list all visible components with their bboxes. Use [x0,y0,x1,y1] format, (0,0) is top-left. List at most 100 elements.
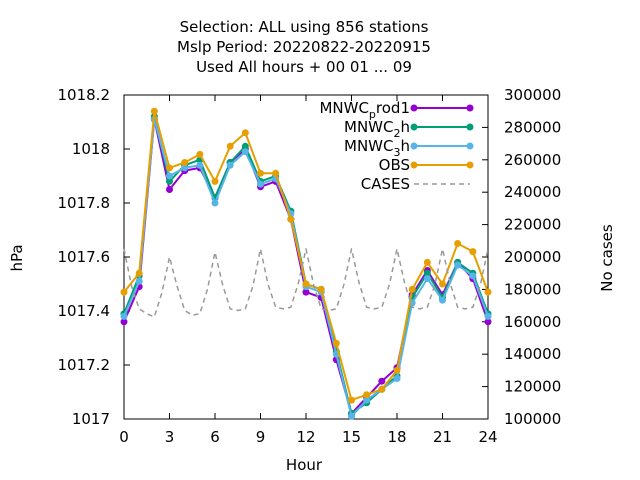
data-point-OBS [317,285,325,293]
y-axis-label: hPa [8,244,26,271]
data-point-MNWC_prod1 [302,288,310,296]
data-point-OBS [196,150,204,158]
data-point-MNWC_3h [211,199,219,207]
y2-tick-label: 240000 [504,183,561,201]
x-tick-label: 15 [342,428,361,446]
data-point-MNWC_3h [423,275,431,283]
y2-tick-label: 180000 [504,280,561,298]
data-point-OBS [150,107,158,115]
data-point-OBS [469,248,477,256]
data-point-MNWC_3h [196,161,204,169]
data-point-MNWC_3h [454,261,462,269]
legend-marker-MNWC_3h [466,142,474,150]
y-tick-label: 1017 [72,410,110,428]
y2-tick-label: 100000 [504,410,561,428]
y-tick-label: 1018 [72,140,110,158]
y-tick-label: 1017.2 [58,356,111,374]
data-point-OBS [378,385,386,393]
legend-label-rest: rod1 [376,99,410,117]
data-point-MNWC_prod1 [484,318,492,326]
data-point-MNWC_3h [241,148,249,156]
data-point-OBS [287,215,295,223]
legend-marker-MNWC_prod1 [410,104,418,112]
series-layer [120,107,492,420]
data-point-OBS [332,339,340,347]
data-point-MNWC_3h [484,312,492,320]
y2-tick-label: 200000 [504,248,561,266]
data-point-OBS [241,129,249,137]
chart-title-line-2: Mslp Period: 20220822-20220915 [177,38,431,56]
data-point-OBS [166,164,173,172]
data-point-OBS [226,142,234,150]
y2-tick-label: 140000 [504,345,561,363]
legend-marker-MNWC_3h [410,142,418,150]
data-point-OBS [211,177,219,185]
legend-label-rest: h [400,118,410,136]
y2-tick-label: 300000 [504,86,561,104]
x-tick-label: 24 [478,428,497,446]
data-point-OBS [272,169,280,177]
y-tick-label: 1017.4 [58,302,111,320]
data-point-OBS [454,240,462,247]
data-point-MNWC_3h [348,412,355,420]
y2-tick-label: 160000 [504,313,561,331]
data-point-OBS [363,391,371,399]
legend-label-main: OBS [379,156,410,174]
legend-label-rest: h [400,137,410,155]
x-tick-label: 3 [165,428,175,446]
data-point-MNWC_3h [439,296,446,304]
data-point-OBS [257,169,264,177]
legend-label-subscript: 3 [393,146,400,159]
data-point-OBS [408,285,416,293]
data-point-MNWC_3h [226,161,234,169]
legend-label-subscript: 2 [393,127,400,140]
y2-tick-label: 260000 [504,151,561,169]
series-line-OBS [123,110,489,402]
y-tick-label: 1017.8 [58,194,111,212]
data-point-MNWC_3h [166,172,173,180]
y2-tick-label: 280000 [504,118,561,136]
y2-axis-label: No cases [598,224,616,292]
data-point-MNWC_3h [469,272,477,280]
x-tick-label: 21 [433,428,452,446]
y-tick-label: 1018.2 [58,86,111,104]
chart-title-line-1: Selection: ALL using 856 stations [180,18,429,36]
legend-label-OBS: OBS [379,156,410,174]
legend-marker-MNWC_prod1 [466,104,474,112]
legend-label-main: MNWC [319,99,368,117]
data-point-MNWC_prod1 [378,377,386,385]
data-point-MNWC_2h [423,269,431,277]
data-point-MNWC_3h [181,164,189,172]
data-point-OBS [120,288,128,296]
series-line-CASES [123,248,489,318]
data-point-MNWC_2h [241,142,249,150]
data-point-OBS [348,396,355,404]
x-axis-label: Hour [286,456,323,474]
data-point-OBS [423,258,431,266]
series-line-MNWC_2h [123,115,489,415]
legend-label-main: MNWC [344,137,393,155]
data-point-MNWC_3h [135,277,143,285]
legend-marker-MNWC_2h [466,123,474,131]
legend-label-MNWC_prod1: MNWCprod1 [319,99,410,121]
data-point-MNWC_3h [120,312,128,320]
x-tick-label: 12 [296,428,315,446]
y2-tick-label: 120000 [504,378,561,396]
data-point-MNWC_prod1 [166,186,173,193]
data-point-OBS [393,366,401,374]
data-point-MNWC_prod1 [120,318,128,326]
legend-label-main: CASES [361,175,410,193]
legend-label-subscript: p [369,108,376,121]
data-point-MNWC_3h [257,180,264,188]
legend-marker-MNWC_2h [410,123,418,131]
y-tick-label: 1017.6 [58,248,111,266]
data-point-MNWC_3h [393,375,401,382]
data-point-MNWC_3h [363,396,371,404]
data-point-OBS [135,269,143,277]
x-tick-label: 9 [256,428,266,446]
x-tick-label: 18 [387,428,406,446]
data-point-OBS [302,280,310,288]
data-point-OBS [439,280,446,288]
